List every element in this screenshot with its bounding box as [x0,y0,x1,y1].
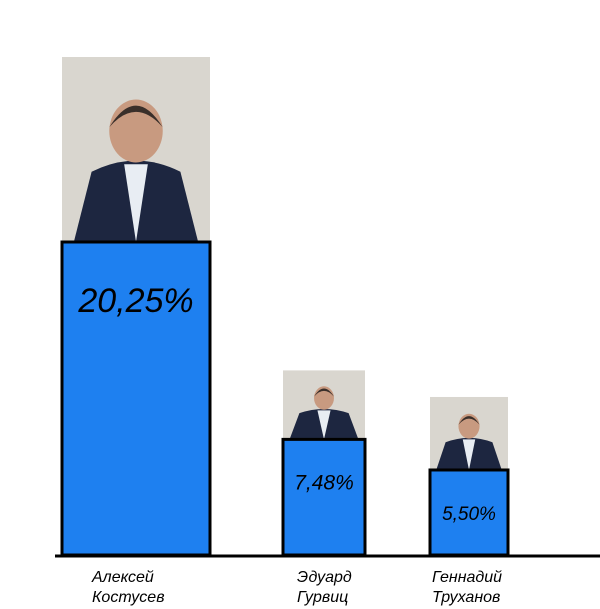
photo-hair [458,416,480,425]
bar [428,468,510,557]
bar [60,240,212,557]
category-label: Эдуард Гурвиц [297,569,352,606]
value-label: 5,50% [442,504,496,525]
photo-shirt [462,439,476,470]
bar [281,437,367,557]
portrait-photo [62,57,210,242]
photo-shirt [317,410,331,440]
category-label: Геннадий Труханов [432,569,503,606]
value-label: 7,48% [294,471,354,494]
portrait-photo [430,396,508,470]
photo-shirt [124,164,148,242]
portrait-photo [283,370,365,440]
photo-hair [314,388,334,397]
value-label: 20,25% [77,282,193,320]
category-label: Алексей Костусев [92,569,165,606]
photo-hair [109,105,163,128]
